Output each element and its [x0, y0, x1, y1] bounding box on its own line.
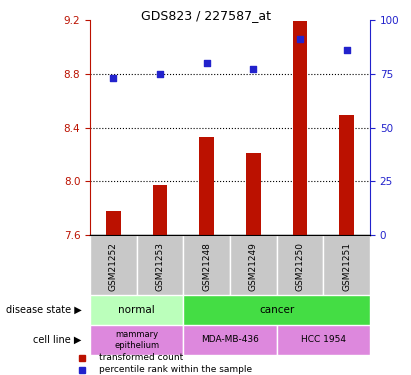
- Point: [110, 75, 117, 81]
- Bar: [152, 185, 167, 235]
- Text: normal: normal: [118, 305, 155, 315]
- Bar: [323, 235, 370, 295]
- Bar: [339, 116, 354, 235]
- Text: mammary
epithelium: mammary epithelium: [114, 330, 159, 350]
- Point: [157, 71, 163, 77]
- Text: MDA-MB-436: MDA-MB-436: [201, 336, 259, 345]
- Text: percentile rank within the sample: percentile rank within the sample: [99, 365, 252, 374]
- Bar: [137, 235, 183, 295]
- Bar: [277, 325, 370, 355]
- Bar: [199, 137, 214, 235]
- Text: disease state ▶: disease state ▶: [6, 305, 82, 315]
- Bar: [230, 235, 277, 295]
- Text: GSM21250: GSM21250: [296, 242, 305, 291]
- Text: HCC 1954: HCC 1954: [301, 336, 346, 345]
- Bar: [277, 235, 323, 295]
- Bar: [183, 235, 230, 295]
- Bar: [183, 325, 277, 355]
- Bar: [293, 21, 307, 235]
- Bar: [90, 235, 137, 295]
- Text: GSM21252: GSM21252: [109, 242, 118, 291]
- Bar: [183, 295, 370, 325]
- Bar: [90, 295, 183, 325]
- Text: cancer: cancer: [259, 305, 294, 315]
- Point: [250, 66, 256, 72]
- Text: transformed count: transformed count: [99, 353, 183, 362]
- Bar: [90, 325, 183, 355]
- Bar: [246, 153, 261, 235]
- Point: [343, 47, 350, 53]
- Text: GSM21253: GSM21253: [155, 242, 164, 291]
- Text: GSM21248: GSM21248: [202, 242, 211, 291]
- Point: [203, 60, 210, 66]
- Text: GSM21249: GSM21249: [249, 242, 258, 291]
- Point: [297, 36, 303, 42]
- Bar: [106, 211, 121, 235]
- Text: cell line ▶: cell line ▶: [33, 335, 82, 345]
- Text: GDS823 / 227587_at: GDS823 / 227587_at: [141, 9, 270, 22]
- Text: GSM21251: GSM21251: [342, 242, 351, 291]
